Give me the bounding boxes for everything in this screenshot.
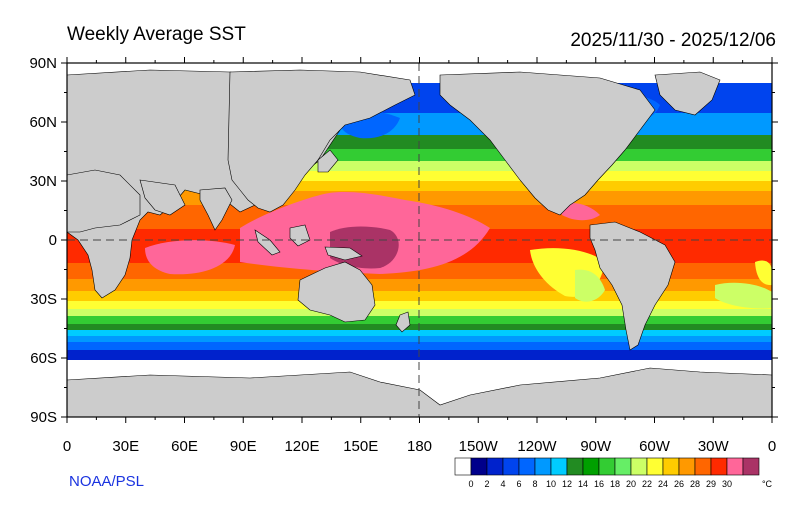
lon-label: 180 bbox=[407, 438, 432, 455]
indian-ocean-pink bbox=[145, 240, 235, 275]
lon-label: 120W bbox=[517, 438, 557, 455]
land-new-zealand bbox=[395, 311, 411, 333]
date-range: 2025/11/30 - 2025/12/06 bbox=[570, 30, 776, 51]
colorbar-label: 14 bbox=[578, 479, 588, 489]
atlantic-south-cool bbox=[715, 282, 772, 309]
sst-band-38s bbox=[67, 316, 772, 324]
colorbar-label: 8 bbox=[532, 479, 537, 489]
lon-label: 60W bbox=[639, 438, 671, 455]
colorbar-swatch bbox=[454, 457, 472, 476]
colorbar-swatch bbox=[550, 457, 568, 476]
land-north-america bbox=[439, 71, 656, 216]
colorbar-swatch bbox=[518, 457, 536, 476]
map-title: Weekly Average SST bbox=[67, 24, 246, 45]
colorbar-label: 0 bbox=[468, 479, 473, 489]
sst-band-35n bbox=[67, 161, 772, 171]
colorbar-swatch bbox=[742, 457, 760, 476]
colorbar-label: 10 bbox=[546, 479, 556, 489]
sst-band-30n bbox=[67, 171, 772, 181]
colorbar-label: 29 bbox=[706, 479, 716, 489]
colorbar-swatch bbox=[582, 457, 600, 476]
colorbar-swatch bbox=[598, 457, 616, 476]
land-new-guinea bbox=[324, 246, 363, 261]
caribbean-warm bbox=[560, 203, 600, 221]
colorbar-swatch bbox=[486, 457, 504, 476]
colorbar-label: 2 bbox=[484, 479, 489, 489]
lon-label: 90W bbox=[580, 438, 612, 455]
land-asia bbox=[227, 69, 416, 213]
latitude-axis: 90N 60N 30N 0 30S 60S 90S bbox=[29, 55, 778, 426]
credit-label: NOAA/PSL bbox=[69, 473, 145, 490]
lon-label: 0 bbox=[63, 438, 71, 455]
lon-label: 150W bbox=[459, 438, 499, 455]
colorbar-label: 6 bbox=[516, 479, 521, 489]
colorbar-swatch bbox=[726, 457, 744, 476]
colorbar-unit: °C bbox=[762, 479, 773, 489]
lat-label: 30N bbox=[29, 173, 57, 190]
colorbar-swatch bbox=[470, 457, 488, 476]
colorbar-label: 4 bbox=[500, 479, 505, 489]
land-japan bbox=[317, 149, 339, 173]
lat-label: 0 bbox=[49, 232, 57, 249]
colorbar-swatch bbox=[534, 457, 552, 476]
colorbar-swatch bbox=[710, 457, 728, 476]
lon-label: 60E bbox=[171, 438, 198, 455]
lon-label: 90E bbox=[230, 438, 257, 455]
colorbar-label: 22 bbox=[642, 479, 652, 489]
colorbar-swatch bbox=[694, 457, 712, 476]
sst-band-52s bbox=[67, 342, 772, 350]
colorbar-label: 26 bbox=[674, 479, 684, 489]
colorbar-label: 24 bbox=[658, 479, 668, 489]
land-india bbox=[199, 187, 233, 231]
longitude-axis: 0 30E 60E 90E 120E 150E 180 150W 120W 90W 60W 30W 0 bbox=[63, 57, 776, 455]
colorbar: 0 2 4 6 8 10 12 14 16 18 20 22 24 26 28 29 30 °C bbox=[454, 457, 773, 489]
lon-label: 120E bbox=[284, 438, 319, 455]
lat-label: 30S bbox=[30, 291, 57, 308]
lon-label: 150E bbox=[343, 438, 378, 455]
colorbar-swatch bbox=[614, 457, 632, 476]
colorbar-label: 20 bbox=[626, 479, 636, 489]
east-pacific-cool-2 bbox=[575, 269, 605, 302]
lon-label: 30E bbox=[112, 438, 139, 455]
sst-band-25s bbox=[67, 291, 772, 301]
colorbar-label: 28 bbox=[690, 479, 700, 489]
colorbar-label: 12 bbox=[562, 479, 572, 489]
colorbar-swatch bbox=[662, 457, 680, 476]
land-sumatra bbox=[254, 229, 281, 256]
land-greenland bbox=[654, 71, 721, 116]
colorbar-swatch bbox=[566, 457, 584, 476]
benguela-cool bbox=[755, 260, 772, 286]
land-south-america bbox=[589, 221, 676, 351]
colorbar-swatch bbox=[678, 457, 696, 476]
lat-label: 90N bbox=[29, 55, 57, 72]
lon-label: 30W bbox=[698, 438, 730, 455]
colorbar-swatch bbox=[630, 457, 648, 476]
land-africa-west bbox=[67, 169, 141, 233]
land-borneo bbox=[289, 224, 311, 247]
land-arabia bbox=[139, 179, 186, 216]
colorbar-label: 16 bbox=[594, 479, 604, 489]
lat-label: 90S bbox=[30, 409, 57, 426]
sst-band-45s bbox=[67, 330, 772, 336]
colorbar-swatch bbox=[502, 457, 520, 476]
colorbar-label: 18 bbox=[610, 479, 620, 489]
land-layer bbox=[67, 69, 772, 417]
colorbar-label: 30 bbox=[722, 479, 732, 489]
lat-label: 60S bbox=[30, 350, 57, 367]
land-australia bbox=[297, 261, 376, 323]
lat-label: 60N bbox=[29, 114, 57, 131]
colorbar-swatch bbox=[646, 457, 664, 476]
lon-label: 0 bbox=[768, 438, 776, 455]
